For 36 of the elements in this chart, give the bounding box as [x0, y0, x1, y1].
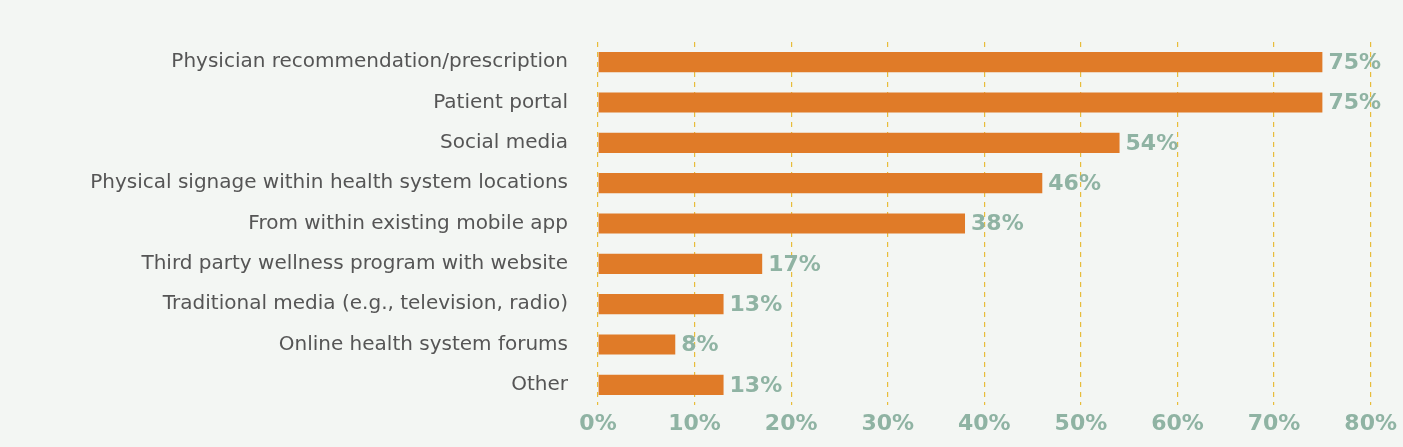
x-tick-label: 70%	[1247, 409, 1301, 435]
y-tick-label: From within existing mobile app	[248, 209, 568, 234]
x-tick-label: 10%	[668, 409, 721, 435]
y-tick-label: Patient portal	[433, 88, 568, 113]
data-label: 75%	[1328, 48, 1382, 74]
bar	[598, 213, 966, 234]
data-label: 13%	[729, 290, 783, 316]
y-tick-label: Social media	[440, 129, 568, 154]
data-label: 13%	[729, 371, 783, 397]
y-tick-label: Traditional media (e.g., television, radio)	[161, 290, 568, 315]
y-tick-label: Online health system forums	[278, 330, 568, 355]
data-label: 54%	[1125, 129, 1179, 155]
y-tick-label: Physician recommendation/prescription	[171, 48, 568, 73]
bar	[598, 92, 1323, 113]
data-label: 38%	[971, 210, 1024, 236]
x-tick-label: 20%	[764, 409, 818, 435]
x-tick-label: 40%	[958, 409, 1011, 435]
x-tick-label: 0%	[579, 409, 617, 435]
data-label: 75%	[1328, 89, 1382, 115]
x-tick-label: 60%	[1151, 409, 1204, 435]
bar	[598, 132, 1120, 153]
x-tick-label: 80%	[1344, 409, 1398, 435]
bar	[598, 173, 1043, 194]
y-tick-label: Third party wellness program with website	[140, 250, 568, 275]
bar	[598, 253, 763, 274]
bar	[598, 334, 676, 355]
bar	[598, 52, 1323, 73]
data-label: 17%	[768, 250, 821, 276]
y-tick-label: Physical signage within health system locations	[90, 169, 568, 194]
data-label: 8%	[681, 331, 719, 357]
y-tick-label: Other	[511, 371, 569, 396]
bar	[598, 294, 724, 315]
data-label: 46%	[1048, 169, 1101, 195]
x-tick-label: 50%	[1054, 409, 1108, 435]
x-tick-label: 30%	[861, 409, 915, 435]
bar	[598, 374, 724, 395]
